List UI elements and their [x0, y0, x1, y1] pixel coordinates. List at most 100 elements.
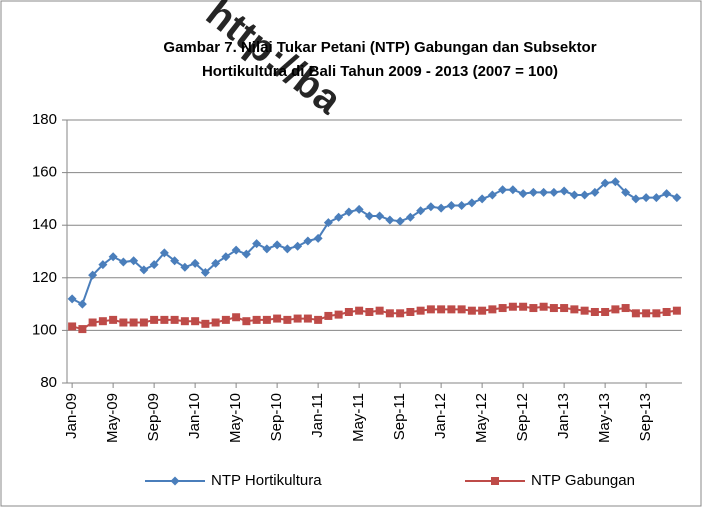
point — [232, 313, 241, 322]
point — [139, 318, 148, 327]
point — [651, 193, 661, 203]
x-tick-label: Sep-12 — [514, 393, 531, 441]
chart-title: Gambar 7. Nilai Tukar Petani (NTP) Gabun… — [163, 39, 596, 56]
point — [672, 193, 682, 203]
point — [375, 306, 384, 315]
point — [129, 256, 139, 266]
point — [139, 265, 149, 275]
point — [314, 315, 323, 324]
point — [252, 315, 261, 324]
point — [457, 305, 466, 314]
x-tick-label: Sep-13 — [637, 393, 654, 441]
x-tick-label: Jan-10 — [186, 393, 203, 439]
point — [221, 315, 230, 324]
point — [242, 317, 251, 326]
point — [498, 185, 508, 195]
x-tick-label: Sep-11 — [391, 393, 408, 440]
point — [446, 200, 456, 210]
point — [272, 240, 282, 250]
point — [590, 187, 600, 197]
point — [529, 304, 538, 313]
point — [98, 260, 108, 270]
y-tick-label: 100 — [32, 321, 57, 338]
point — [405, 212, 415, 222]
point — [570, 305, 579, 314]
point — [149, 260, 159, 270]
point — [590, 307, 599, 316]
point — [508, 302, 517, 311]
point — [180, 317, 189, 326]
point — [611, 305, 620, 314]
point — [344, 207, 354, 217]
point — [559, 186, 569, 196]
point — [313, 233, 323, 243]
point — [385, 309, 394, 318]
point — [467, 198, 477, 208]
point — [600, 178, 610, 188]
point — [528, 187, 538, 197]
point — [200, 268, 210, 278]
point — [498, 304, 507, 313]
point — [426, 305, 435, 314]
point — [180, 262, 190, 272]
point — [518, 189, 528, 199]
point — [672, 306, 681, 315]
point — [303, 236, 313, 246]
point — [191, 317, 200, 326]
point — [426, 202, 436, 212]
point — [283, 315, 292, 324]
point — [436, 203, 446, 213]
point — [323, 218, 333, 228]
point — [395, 216, 405, 226]
point — [150, 315, 159, 324]
point — [488, 305, 497, 314]
point — [344, 307, 353, 316]
point — [560, 304, 569, 313]
point — [416, 206, 426, 216]
point — [190, 258, 200, 268]
point — [334, 310, 343, 319]
point — [437, 305, 446, 314]
point — [273, 314, 282, 323]
point — [88, 270, 98, 280]
point — [467, 306, 476, 315]
point — [77, 299, 87, 309]
point — [88, 318, 97, 327]
point — [160, 315, 169, 324]
point — [364, 211, 374, 221]
x-tick-label: Sep-09 — [145, 393, 162, 441]
y-tick-label: 160 — [32, 164, 57, 181]
x-tick-label: Jan-12 — [432, 393, 449, 439]
point — [231, 245, 241, 255]
point — [118, 257, 128, 267]
point — [262, 315, 271, 324]
point — [652, 309, 661, 318]
point — [642, 309, 651, 318]
point — [324, 311, 333, 320]
point — [396, 309, 405, 318]
point — [477, 194, 487, 204]
point — [221, 252, 231, 262]
point — [478, 306, 487, 315]
point — [293, 314, 302, 323]
x-tick-label: Sep-10 — [268, 393, 285, 441]
y-tick-label: 180 — [32, 111, 57, 128]
point — [519, 302, 528, 311]
point — [457, 200, 467, 210]
y-tick-label: 80 — [40, 374, 57, 391]
point — [78, 325, 87, 334]
point — [119, 318, 128, 327]
point — [211, 258, 221, 268]
point — [252, 239, 262, 249]
point — [447, 305, 456, 314]
x-tick-label: Jan-13 — [555, 393, 572, 439]
y-tick-label: 120 — [32, 269, 57, 286]
point — [549, 304, 558, 313]
point — [385, 215, 395, 225]
x-tick-label: May-11 — [350, 393, 367, 442]
point — [201, 319, 210, 328]
point — [354, 204, 364, 214]
point — [662, 189, 672, 199]
point — [406, 307, 415, 316]
